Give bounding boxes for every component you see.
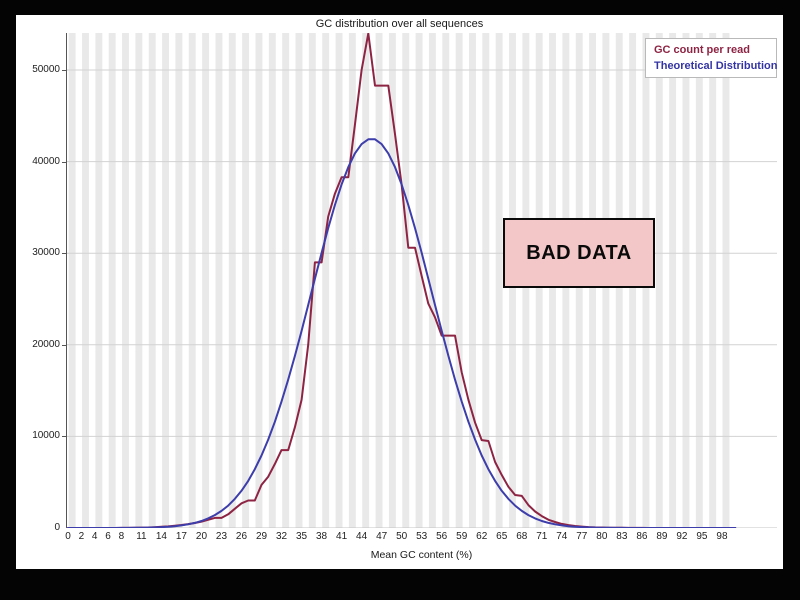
y-tick-label: 0 (54, 522, 60, 533)
x-tick-label: 38 (316, 531, 328, 542)
y-tick-mark (62, 436, 66, 438)
chart-legend: GC count per read Theoretical Distributi… (645, 38, 777, 78)
x-tick-label: 20 (195, 531, 208, 542)
x-axis-title: Mean GC content (%) (370, 549, 473, 561)
x-tick-label: 50 (396, 531, 408, 542)
x-tick-label: 11 (136, 531, 147, 542)
x-tick-label: 71 (536, 531, 548, 542)
theoretical-distribution-line (67, 138, 737, 528)
x-tick-label: 86 (636, 531, 648, 542)
x-tick-label: 47 (376, 531, 388, 542)
chart-title: GC distribution over all sequences (315, 18, 484, 30)
x-tick-label: 41 (336, 531, 348, 542)
x-tick-label: 2 (78, 531, 85, 542)
y-tick-mark (62, 344, 66, 346)
x-tick-label: 44 (356, 531, 368, 542)
x-tick-label: 89 (656, 531, 668, 542)
bad-data-text: BAD DATA (526, 241, 632, 264)
y-tick-mark (62, 161, 66, 163)
plot-area (66, 33, 777, 528)
x-tick-label: 8 (118, 531, 125, 542)
x-tick-label: 35 (295, 531, 308, 542)
y-tick-label: 30000 (32, 247, 60, 259)
y-tick-label: 50000 (32, 64, 60, 75)
gc-distribution-chart (66, 33, 777, 528)
x-tick-label: 26 (235, 531, 248, 542)
x-tick-label: 83 (616, 531, 628, 542)
y-tick-label: 40000 (32, 155, 60, 167)
legend-item-theoretical: Theoretical Distribution (654, 60, 778, 72)
x-tick-label: 6 (105, 531, 111, 542)
x-tick-label: 74 (556, 531, 568, 542)
x-tick-label: 17 (175, 531, 187, 542)
x-tick-label: 53 (416, 531, 428, 542)
x-tick-label: 23 (215, 531, 228, 542)
x-tick-label: 80 (596, 531, 608, 542)
x-tick-label: 77 (576, 531, 588, 542)
x-tick-label: 14 (155, 531, 167, 542)
x-tick-label: 56 (436, 531, 448, 542)
x-tick-label: 29 (255, 531, 268, 542)
x-tick-label: 92 (676, 531, 688, 542)
x-tick-label: 59 (456, 531, 468, 542)
slide-canvas: GC distribution over all sequences 0 1000… (16, 15, 783, 569)
y-tick-mark (62, 253, 66, 255)
x-tick-label: 0 (65, 531, 71, 542)
x-tick-label: 62 (476, 531, 488, 542)
bad-data-label: BAD DATA (503, 218, 655, 288)
x-tick-label: 65 (496, 531, 508, 542)
y-tick-label: 10000 (32, 430, 60, 442)
x-tick-label: 32 (275, 531, 288, 542)
legend-item-gc-count: GC count per read (654, 44, 750, 56)
y-tick-label: 20000 (32, 338, 60, 350)
x-tick-label: 98 (716, 531, 728, 542)
y-tick-mark (62, 70, 66, 71)
x-tick-label: 68 (516, 531, 528, 542)
x-tick-label: 95 (696, 531, 708, 542)
x-tick-label: 4 (91, 531, 98, 542)
